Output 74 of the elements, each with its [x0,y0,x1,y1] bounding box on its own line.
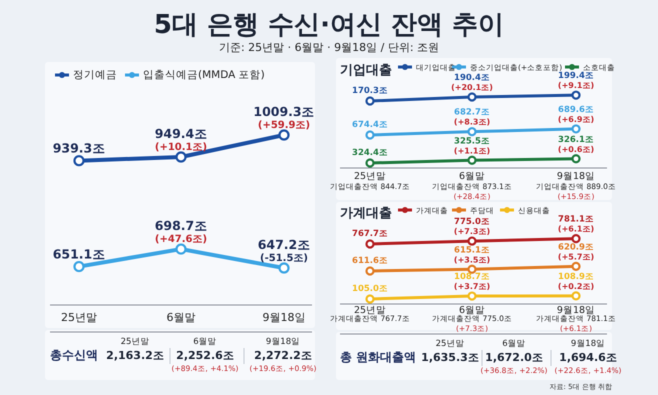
x-tick-label: 9월18일 [262,311,306,324]
annotation: (+10.1조) [154,142,208,153]
category-label: 9월18일 [570,339,606,349]
text: 5대 은행 수신·여신 잔액 추이 [154,10,504,40]
annotation: (+0.2조) [558,282,594,291]
data-label: 620.9조 [558,242,594,252]
data-label: 108.7조 [454,272,490,282]
point [175,243,187,255]
data-label: 939.3조 [52,140,106,156]
text: 총 원화대출액 [340,350,416,364]
annotation: (+1.1조) [454,146,490,156]
text: 기준: 25년말 · 6월말 · 9월18일 / 단위: 조원 [218,41,440,54]
category-label: 25년말 [120,337,150,347]
data-label: 325.5조 [454,136,490,146]
data-label: 190.4조 [454,72,490,83]
data-label: 170.3조 [352,86,388,96]
annotation: (+47.6조) [154,234,208,246]
annotation: (+6.9조) [558,114,594,124]
text: 2,252.6조 [176,349,234,362]
data-label: 682.7조 [454,108,490,118]
data-label: 949.4조 [154,126,208,141]
annotation: (+6.1조) [558,224,594,234]
text: 총수신액 [50,348,98,362]
annotation: (-51.5조) [260,253,308,264]
data-label: 1009.3조 [253,104,315,119]
data-label: 689.6조 [558,104,594,115]
category-label: 6월말 [193,337,217,347]
chart-title: 가계대출 [340,206,392,221]
annotation: (+8.3조) [454,118,490,127]
x-tick-label: 9월18일 [556,171,596,182]
text: 1,672.0조 [485,351,543,364]
x-tick-label: 25년말 [61,311,97,324]
x-tick-label: 6월말 [458,305,486,316]
category-label: 6월말 [502,339,526,349]
category-label: 25년말 [436,339,464,349]
x-tick-label: 25년말 [354,171,386,182]
data-label: 611.6조 [352,256,388,266]
data-label: 108.9조 [558,272,594,282]
annotation: (+3.5조) [454,255,490,264]
chart-title: 기업대출 [340,63,392,78]
annotation: (+5.7조) [558,252,594,262]
point [278,262,290,274]
x-tick-label: 25년말 [354,305,386,316]
text: 2,163.2조 [106,349,164,362]
legend-label: 정기예금 [73,69,117,81]
data-label: 326.1조 [558,134,594,145]
annotation: (+7.3조) [454,227,490,236]
x-tick-label: 6월말 [458,171,486,182]
data-label: 105.0조 [352,284,388,294]
point [73,155,85,166]
point [278,129,290,141]
data-label: 615.1조 [454,245,490,256]
annotation: (+3.7조) [454,282,490,292]
x-tick-label: 9월18일 [556,305,596,316]
text: 1,635.3조 [421,351,479,364]
data-label: 781.1조 [558,214,594,225]
annotation: (+20.1조) [451,82,493,92]
category-label: 9월18일 [266,337,300,347]
data-label: 647.2조 [258,237,310,252]
point [175,151,187,163]
x-tick-label: 6월말 [166,311,196,324]
point [73,260,85,272]
text: 2,272.2조 [254,349,312,362]
annotation: (+0.6조) [558,144,594,154]
data-label: 767.7조 [352,229,388,239]
data-label: 651.1조 [52,246,106,262]
data-label: 674.4조 [352,120,388,130]
data-label: 698.7조 [154,218,208,234]
data-label: 775.0조 [454,217,490,228]
annotation: (+59.9조) [258,120,310,131]
data-label: 199.4조 [558,71,594,82]
text: 1,694.6조 [559,351,617,364]
data-label: 324.4조 [352,148,388,158]
annotation: (+9.1조) [558,81,594,90]
